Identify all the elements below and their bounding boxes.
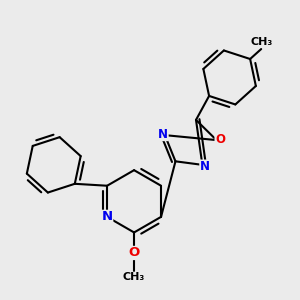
Text: O: O xyxy=(215,133,225,146)
Text: CH₃: CH₃ xyxy=(250,37,272,46)
Text: O: O xyxy=(128,247,140,260)
Text: CH₃: CH₃ xyxy=(123,272,145,282)
Text: N: N xyxy=(101,210,113,224)
Text: N: N xyxy=(158,128,168,141)
Text: N: N xyxy=(200,160,210,173)
